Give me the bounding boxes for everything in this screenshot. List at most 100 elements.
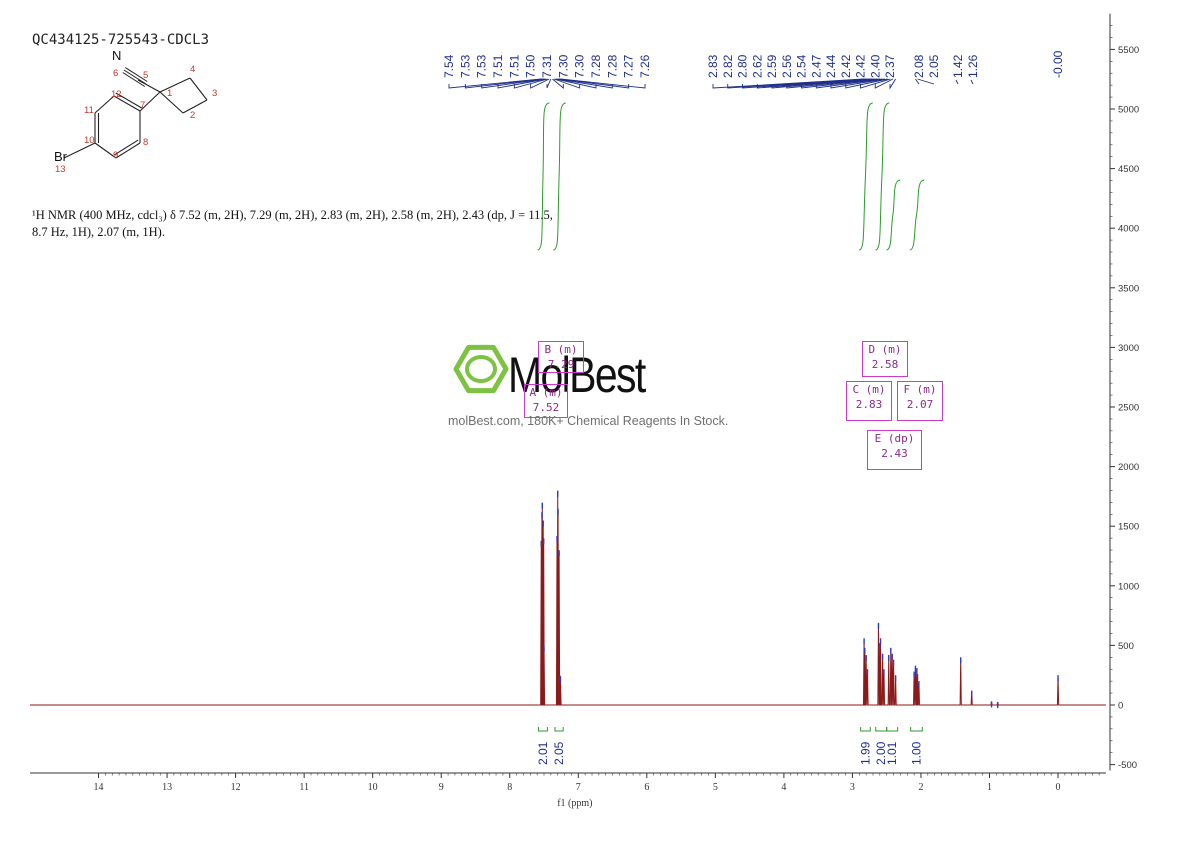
peak-label: 2.47: [809, 54, 823, 78]
nmr-description: ¹H NMR (400 MHz, cdcl₃) δ 7.52 (m, 2H), …: [32, 207, 632, 241]
multiplet-label: E (dp): [874, 432, 915, 445]
peak-label: 2.37: [883, 54, 897, 78]
atom-number: 4: [190, 64, 195, 75]
peak-label: 7.54: [442, 54, 456, 78]
peak-label-leader: [448, 78, 542, 89]
integral-curve: [909, 179, 925, 251]
multiplet-shift: 7.52: [532, 401, 560, 414]
multiplet-label: B (m): [544, 343, 578, 356]
peak-label-leader: [464, 78, 543, 89]
y-tick-label: 1000: [1118, 581, 1139, 592]
y-tick-label: 5500: [1118, 45, 1139, 56]
atom-number: 12: [111, 89, 122, 100]
y-tick-label: 4000: [1118, 224, 1139, 235]
bond: [115, 142, 141, 159]
peak-label-leader: [915, 78, 935, 85]
multiplet-shift: 2.58: [871, 358, 899, 371]
peak-label: 2.44: [824, 54, 838, 78]
peak-label: -0.00: [1051, 50, 1065, 78]
peak-label: 7.26: [638, 54, 652, 78]
y-tick-label: 0: [1118, 701, 1123, 712]
multiplet-shift: 2.43: [881, 447, 908, 460]
integral-value: 2.00: [874, 741, 888, 765]
x-tick-label: 0: [1056, 782, 1061, 793]
integral-curve: [553, 102, 566, 251]
integral-bar: [554, 727, 564, 732]
bond: [182, 99, 208, 114]
y-tick-label: 3500: [1118, 283, 1139, 294]
peak-label-leader: [546, 78, 552, 89]
watermark-brand: MolBest: [508, 347, 646, 403]
bond: [139, 91, 161, 112]
x-tick-label: 8: [507, 782, 512, 793]
peak-label-leader: [955, 79, 974, 85]
x-tick-label: 12: [231, 782, 241, 793]
bond: [123, 69, 147, 85]
x-tick-label: 4: [781, 782, 786, 793]
atom-number: 7: [140, 100, 145, 111]
integral-value: 1.01: [885, 741, 899, 765]
peak-label: 1.26: [966, 54, 980, 78]
peak-label: 7.27: [622, 54, 636, 78]
bond: [159, 91, 184, 114]
peak-label-leader: [860, 78, 891, 89]
bond: [63, 142, 96, 159]
x-tick-label: 2: [918, 782, 923, 793]
multiplet-shift: 2.07: [906, 398, 934, 411]
x-tick-label: 3: [850, 782, 855, 793]
atom-number: 2: [190, 110, 195, 121]
integral-bar: [860, 727, 871, 732]
integral-value: 1.99: [858, 741, 872, 765]
multiplet-shift: 7.29: [547, 358, 575, 371]
multiplet-box-f: F (m) 2.07: [897, 381, 943, 421]
y-tick-label: 5000: [1118, 105, 1139, 116]
nmr-description-line1: ¹H NMR (400 MHz, cdcl₃) δ 7.52 (m, 2H), …: [32, 208, 553, 222]
peak-label-leader: [830, 78, 886, 89]
y-tick-label: 1500: [1118, 522, 1139, 533]
peak-label-leader: [558, 78, 630, 89]
atom-number: 3: [212, 88, 217, 99]
bond: [137, 79, 161, 93]
multiplet-box-e: E (dp) 2.43: [867, 430, 922, 470]
peak-label: 1.42: [951, 54, 965, 78]
bond: [122, 72, 146, 87]
integral-value: 2.01: [536, 741, 550, 765]
bond: [159, 77, 191, 93]
integral-curve-group: [537, 102, 925, 251]
atom-number: 11: [84, 105, 94, 116]
integral-bar: [886, 727, 899, 732]
peak-label-leader: [756, 78, 872, 89]
peak-label: 2.42: [839, 54, 853, 78]
molbest-logo-icon: [453, 344, 509, 394]
peak-label: 2.83: [706, 54, 720, 78]
x-axis-label: f1 (ppm): [557, 798, 592, 809]
peak-label: 7.30: [573, 54, 587, 78]
atom-label: N: [112, 48, 121, 63]
peak-label: 2.54: [795, 54, 809, 78]
peak-label-leader: [786, 78, 878, 89]
peak-label: 7.53: [475, 54, 489, 78]
y-tick-label: 2000: [1118, 462, 1139, 473]
spectrum-line: [30, 490, 1106, 706]
peak-label: 7.51: [507, 54, 521, 78]
integral-curve: [886, 179, 901, 251]
x-tick-label: 1: [987, 782, 992, 793]
multiplet-label: C (m): [852, 383, 886, 396]
sample-title: QC434125-725543-CDCL3: [32, 32, 210, 48]
atom-number: 5: [143, 70, 148, 81]
peak-label: 2.42: [854, 54, 868, 78]
atom-number: 13: [55, 164, 66, 175]
peak-label-leader: [727, 78, 867, 89]
integral-value: 1.00: [910, 741, 924, 765]
peak-label-leader: [553, 78, 581, 89]
nmr-description-line2: 8.7 Hz, 1H), 2.07 (m, 1H).: [32, 225, 165, 239]
peak-label-group: 7.54 7.53 7.53 7.51 7.51 7.50 7.31 7.30 7.30 7.28…: [442, 50, 1065, 90]
peak-label: 2.59: [765, 54, 779, 78]
peak-label: 2.80: [736, 54, 750, 78]
bond: [94, 95, 115, 114]
peak-label-leader: [557, 78, 613, 89]
peak-label: 2.82: [721, 54, 735, 78]
bond: [189, 77, 208, 101]
